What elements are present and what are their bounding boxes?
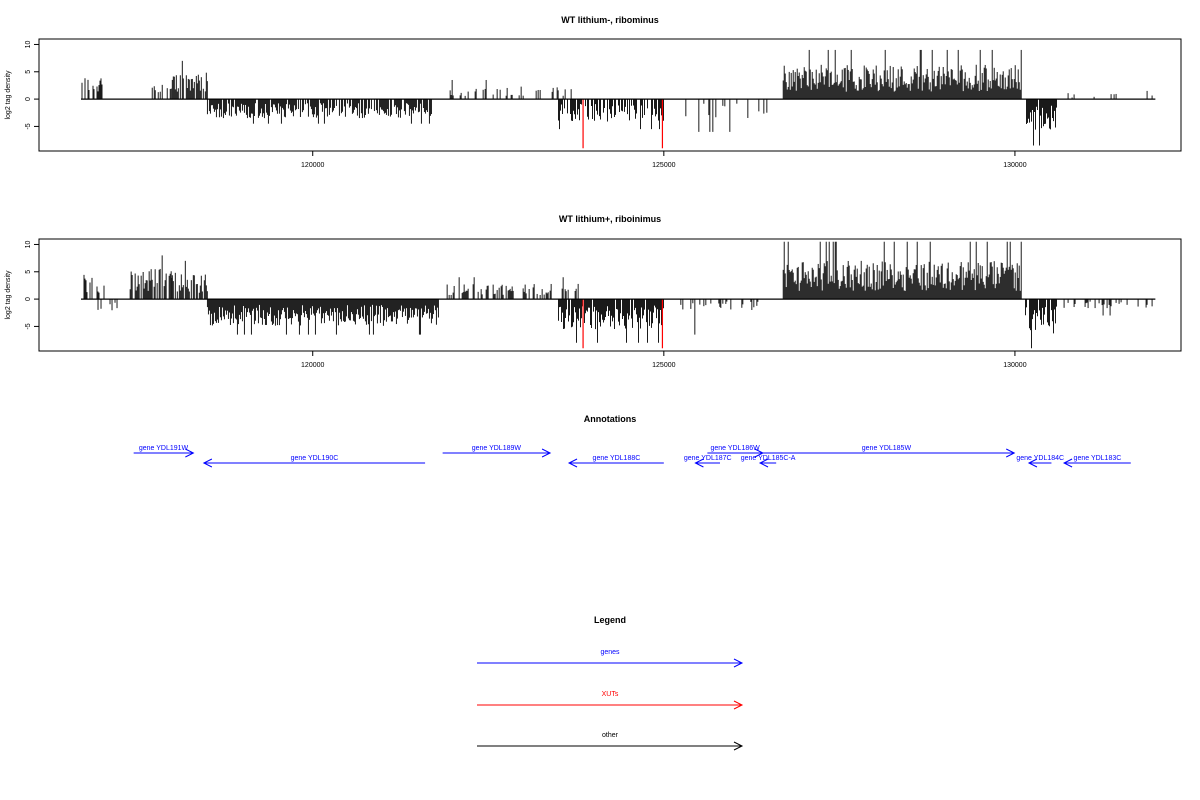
gene-label: gene YDL185W [862,445,912,452]
gene-label: gene YDL189W [472,445,522,452]
gene-arrow-head [694,458,704,468]
gene-label: gene YDL191W [139,445,189,452]
gene-label: gene YDL183C [1074,455,1122,462]
signal-bars [83,241,1153,349]
y-axis: -5 0 5 10 [25,40,39,130]
gene-arrow: gene YDL188C [567,455,664,468]
xut-peaks [582,299,664,349]
gene-label: gene YDL188C [593,455,641,462]
gene-arrow-head [758,458,769,468]
y-tick-label: 0 [25,97,32,101]
legend: Legend genes XUTs other [477,615,744,751]
gene-arrow: gene YDL184C [1016,455,1064,468]
y-tick-label: -5 [25,123,32,129]
y-axis-label: log2 tag density [5,270,12,320]
track-panel-lithium-plus: WT lithium+, riboinimus log2 tag density… [5,214,1182,369]
x-tick-label: 130000 [1003,162,1026,169]
gene-label: gene YDL187C [684,455,732,462]
gene-arrow: gene YDL187C [684,455,732,468]
gene-arrow: gene YDL189W [442,445,552,458]
legend-label: XUTs [602,691,619,698]
gene-label: gene YDL186W [710,445,760,452]
gene-arrow-head [1062,458,1073,468]
legend-arrow-head [733,741,744,751]
y-axis: -5 0 5 10 [25,240,39,330]
y-tick-label: 5 [25,70,32,74]
track-panel-lithium-minus: WT lithium-, ribominus log2 tag density … [5,15,1182,169]
legend-label: genes [600,649,620,656]
gene-arrow-head [1006,448,1016,458]
x-axis: 120000 125000 130000 [301,151,1027,169]
legend-title: Legend [594,615,626,625]
x-tick-label: 120000 [301,162,324,169]
gene-arrow-head [185,448,195,458]
panel-title: WT lithium-, ribominus [561,15,659,25]
gene-arrow-head [567,458,578,468]
x-axis: 120000 125000 130000 [301,351,1027,369]
legend-item: genes [477,649,744,668]
legend-item: XUTs [477,691,744,710]
y-tick-label: 5 [25,270,32,274]
x-tick-label: 125000 [652,162,675,169]
y-tick-label: 10 [25,40,32,48]
gene-arrow: gene YDL190C [202,455,426,468]
gene-arrow: gene YDL185C-A [741,455,796,468]
gene-label: gene YDL185C-A [741,455,796,462]
y-tick-label: 0 [25,297,32,301]
x-tick-label: 120000 [301,362,324,369]
legend-item: other [477,732,744,751]
legend-items: genes XUTs other [477,649,744,751]
signal-bars [81,49,1153,146]
gene-arrow-head [1027,458,1038,468]
xut-peaks [582,99,664,149]
plot-frame [38,238,1182,352]
gene-label: gene YDL184C [1016,455,1064,462]
gene-annotations: gene YDL191W gene YDL190C gene YDL189W gene… [133,445,1131,468]
y-tick-label: 10 [25,240,32,248]
y-axis-label: log2 tag density [5,70,12,120]
x-tick-label: 125000 [652,362,675,369]
gene-label: gene YDL190C [291,455,339,462]
plot-frame [38,38,1182,152]
gene-arrow: gene YDL183C [1062,455,1131,468]
legend-arrow-head [733,658,744,668]
gene-arrow: gene YDL185W [758,445,1016,458]
x-tick-label: 130000 [1003,362,1026,369]
y-tick-label: -5 [25,323,32,329]
legend-arrow-head [733,700,744,710]
legend-label: other [602,732,619,739]
gene-arrow-head [202,458,213,468]
gene-arrow-head [541,448,552,458]
gene-arrow: gene YDL191W [133,445,195,458]
annotations-title: Annotations [584,414,637,424]
panel-title: WT lithium+, riboinimus [559,214,661,224]
